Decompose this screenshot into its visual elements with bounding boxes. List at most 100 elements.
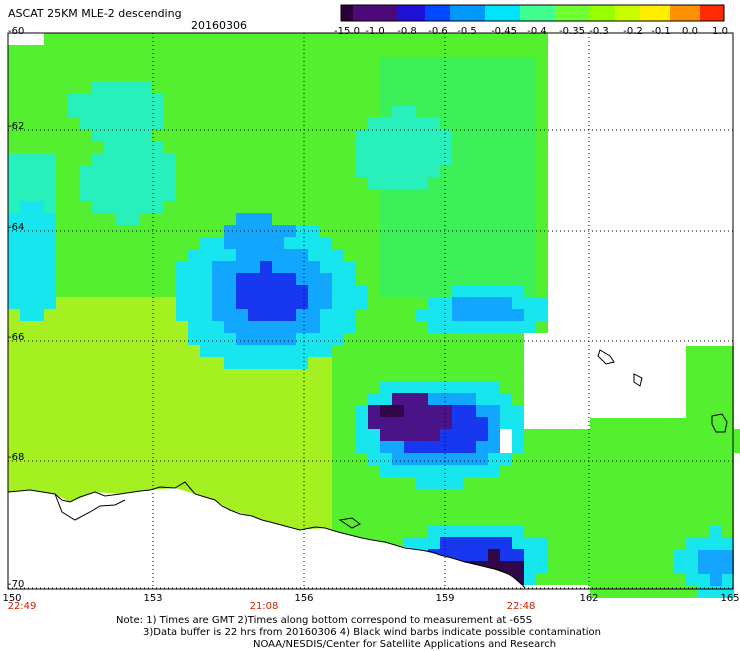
wind-cell [356, 477, 368, 489]
wind-cell [344, 453, 356, 465]
wind-cell [320, 189, 332, 201]
wind-cell [536, 81, 548, 93]
wind-cell [44, 105, 56, 117]
wind-cell [440, 201, 452, 213]
wind-cell [44, 309, 56, 321]
island-outline [338, 517, 361, 529]
wind-cell [722, 538, 734, 550]
wind-cell [140, 441, 152, 453]
wind-cell [428, 45, 440, 57]
wind-cell [452, 81, 464, 93]
wind-cell [488, 441, 500, 453]
wind-cell [380, 69, 392, 81]
wind-cell [320, 297, 332, 309]
wind-cell [440, 153, 452, 165]
wind-cell [200, 57, 212, 69]
wind-cell [572, 537, 584, 549]
wind-cell [392, 321, 404, 333]
wind-cell [392, 381, 404, 393]
wind-cell [308, 513, 320, 525]
wind-cell [428, 333, 440, 345]
wind-cell [488, 345, 500, 357]
wind-cell [650, 454, 662, 466]
wind-cell [428, 249, 440, 261]
wind-cell [404, 225, 416, 237]
wind-cell [272, 33, 284, 45]
wind-cell [116, 93, 128, 105]
wind-cell [236, 117, 248, 129]
wind-cell [500, 357, 512, 369]
wind-cell [104, 405, 116, 417]
wind-cell [428, 117, 440, 129]
wind-cell [722, 502, 734, 514]
wind-cell [80, 465, 92, 477]
wind-cell [284, 141, 296, 153]
wind-cell [116, 333, 128, 345]
wind-cell [392, 81, 404, 93]
wind-cell [116, 141, 128, 153]
wind-cell [20, 165, 32, 177]
wind-cell [356, 345, 368, 357]
wind-cell [368, 165, 380, 177]
wind-cell [602, 466, 614, 478]
wind-cell [32, 429, 44, 441]
wind-cell [80, 333, 92, 345]
wind-cell [236, 141, 248, 153]
wind-cell [674, 526, 686, 538]
wind-cell [56, 69, 68, 81]
wind-cell [224, 213, 236, 225]
wind-cell [614, 562, 626, 574]
wind-cell [104, 225, 116, 237]
wind-cell [512, 549, 524, 561]
wind-cell [614, 550, 626, 562]
wind-cell [572, 477, 584, 489]
wind-cell [452, 321, 464, 333]
wind-cell [356, 237, 368, 249]
wind-cell [440, 537, 452, 549]
wind-cell [392, 429, 404, 441]
wind-cell [92, 117, 104, 129]
wind-cell [164, 201, 176, 213]
wind-cell [200, 321, 212, 333]
wind-cell [662, 490, 674, 502]
wind-cell [686, 370, 698, 382]
wind-cell [488, 525, 500, 537]
wind-cell [308, 81, 320, 93]
wind-cell [284, 489, 296, 501]
wind-cell [662, 466, 674, 478]
wind-cell [272, 477, 284, 489]
wind-cell [140, 321, 152, 333]
wind-cell [236, 273, 248, 285]
wind-cell [356, 429, 368, 441]
wind-cell [20, 297, 32, 309]
wind-cell [476, 213, 488, 225]
wind-cell [284, 237, 296, 249]
wind-cell [500, 141, 512, 153]
wind-cell [56, 81, 68, 93]
wind-cell [188, 321, 200, 333]
wind-cell [500, 333, 512, 345]
lat-label: -62 [8, 121, 25, 132]
wind-cell [308, 501, 320, 513]
wind-cell [476, 465, 488, 477]
wind-cell [8, 225, 20, 237]
wind-cell [464, 213, 476, 225]
wind-cell [68, 165, 80, 177]
wind-cell [488, 477, 500, 489]
wind-cell [698, 430, 710, 442]
wind-cell [428, 321, 440, 333]
wind-cell [248, 129, 260, 141]
wind-cell [224, 453, 236, 465]
wind-cell [416, 81, 428, 93]
wind-cell [404, 489, 416, 501]
wind-cell [536, 513, 548, 525]
wind-cell [188, 153, 200, 165]
lon-label: 153 [143, 593, 163, 604]
wind-cell [548, 573, 560, 585]
wind-cell [188, 345, 200, 357]
wind-cell [380, 429, 392, 441]
wind-cell [104, 297, 116, 309]
wind-cell [164, 417, 176, 429]
wind-cell [212, 453, 224, 465]
